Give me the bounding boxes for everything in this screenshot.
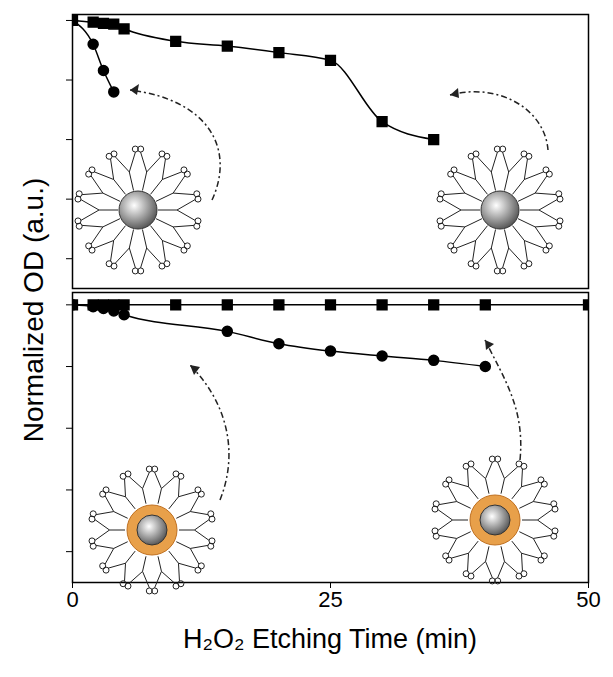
svg-text:50: 50 (576, 587, 600, 612)
html-text:H₂O₂ Etching Time (min): H₂O₂ Etching Time (min) (183, 624, 477, 654)
html-text:Normalized OD (a.u.): Normalized OD (a.u.) (18, 177, 49, 443)
svg-text:0: 0 (66, 587, 78, 612)
svg-text:25: 25 (318, 587, 342, 612)
